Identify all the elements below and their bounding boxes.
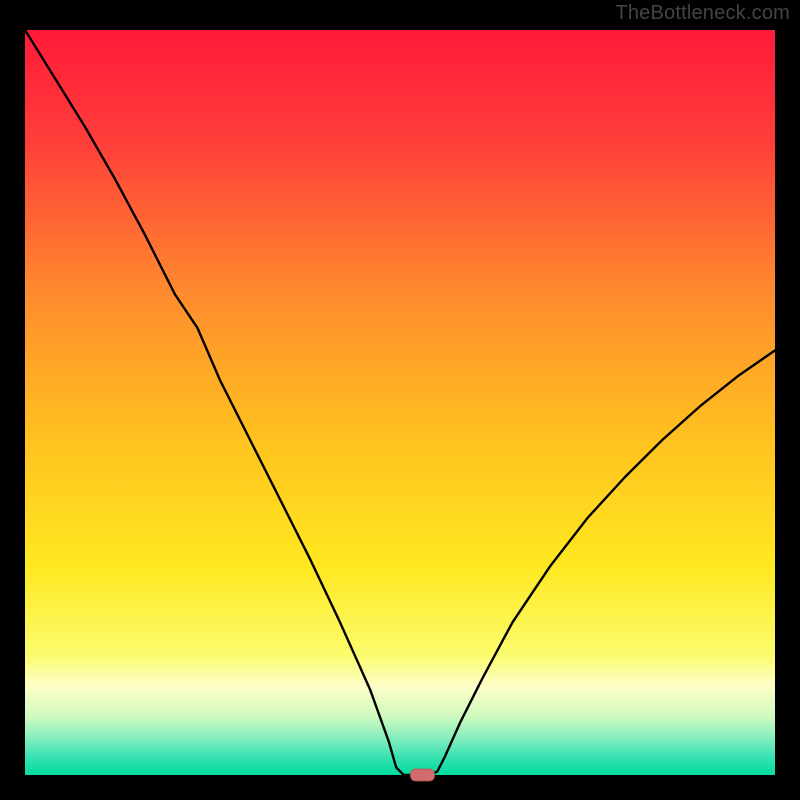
bottleneck-curve-chart — [0, 0, 800, 800]
plot-background — [25, 30, 775, 775]
optimal-point-marker — [411, 769, 435, 781]
chart-wrapper: TheBottleneck.com — [0, 0, 800, 800]
